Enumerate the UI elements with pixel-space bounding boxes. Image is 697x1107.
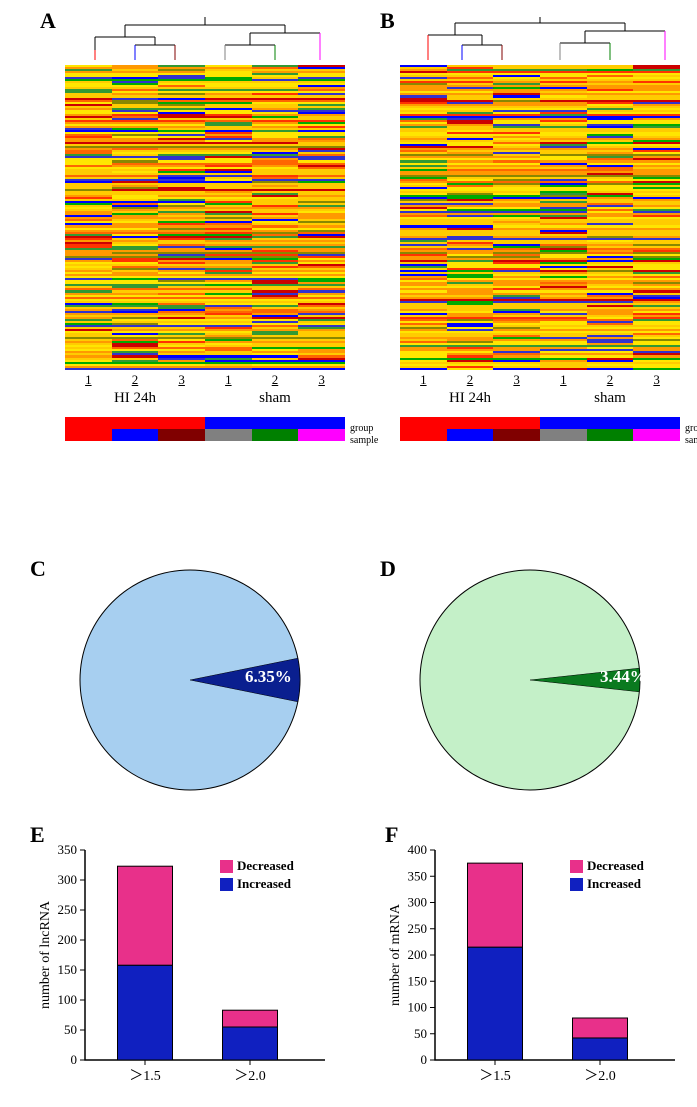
group-annotation-b — [400, 417, 680, 429]
annot-label-group-a: group — [350, 423, 373, 434]
legend-increased-e: Increased — [237, 876, 291, 892]
pie-label-d: 3.44% — [600, 667, 647, 687]
svg-text:250: 250 — [408, 921, 428, 936]
svg-text:number of mRNA: number of mRNA — [388, 903, 403, 1006]
pie-chart-d: 3.44% — [395, 565, 665, 795]
svg-text:50: 50 — [414, 1026, 427, 1041]
panel-label-d: D — [380, 556, 396, 582]
legend-decreased-f: Decreased — [587, 858, 644, 874]
dendrogram-b — [400, 15, 680, 60]
svg-text:300: 300 — [408, 895, 428, 910]
svg-text:number of lncRNA: number of lncRNA — [38, 900, 53, 1009]
svg-text:200: 200 — [408, 947, 428, 962]
svg-text:300: 300 — [58, 872, 78, 887]
legend-e: Decreased Increased — [220, 858, 294, 894]
svg-text:350: 350 — [408, 868, 428, 883]
svg-text:＞1.5: ＞1.5 — [479, 1069, 511, 1084]
legend-increased-f: Increased — [587, 876, 641, 892]
pie-chart-c: 6.35% — [55, 565, 325, 795]
legend-decreased-e: Decreased — [237, 858, 294, 874]
panel-label-c: C — [30, 556, 46, 582]
svg-text:150: 150 — [408, 973, 428, 988]
svg-text:150: 150 — [58, 962, 78, 977]
sample-annotation-a — [65, 429, 345, 441]
bar-chart-e: 0 50 100 150 200 250 300 350 number of lncRNA ＞1.… — [35, 830, 335, 1090]
group-labels-b: HI 24hsham — [400, 390, 680, 407]
col-numbers-a: 123 123 — [65, 372, 345, 388]
pie-label-c: 6.35% — [245, 667, 292, 687]
svg-text:＞1.5: ＞1.5 — [129, 1069, 161, 1084]
heatmap-a: 123 123 HI 24hsham group sample — [65, 15, 345, 441]
bar-chart-f: 0 50 100 150 200 250 300 350 400 number of mRNA ＞1… — [385, 830, 685, 1090]
svg-text:＞2.0: ＞2.0 — [234, 1069, 266, 1084]
svg-text:400: 400 — [408, 842, 428, 857]
annot-label-sample-b: sample — [685, 435, 697, 446]
col-numbers-b: 123 123 — [400, 372, 680, 388]
svg-text:0: 0 — [71, 1052, 78, 1067]
svg-text:＞2.0: ＞2.0 — [584, 1069, 616, 1084]
svg-text:100: 100 — [408, 1000, 428, 1015]
heatmap-b: 123 123 HI 24hsham group sample — [400, 15, 680, 441]
panel-label-a: A — [40, 8, 56, 34]
dendrogram-a — [65, 15, 345, 60]
panel-label-b: B — [380, 8, 395, 34]
group-labels-a: HI 24hsham — [65, 390, 345, 407]
svg-text:50: 50 — [64, 1022, 77, 1037]
group-annotation-a — [65, 417, 345, 429]
svg-text:0: 0 — [421, 1052, 428, 1067]
svg-text:350: 350 — [58, 842, 78, 857]
svg-text:100: 100 — [58, 992, 78, 1007]
svg-text:250: 250 — [58, 902, 78, 917]
svg-text:200: 200 — [58, 932, 78, 947]
annot-label-group-b: group — [685, 423, 697, 434]
sample-annotation-b — [400, 429, 680, 441]
annot-label-sample-a: sample — [350, 435, 378, 446]
legend-f: Decreased Increased — [570, 858, 644, 894]
